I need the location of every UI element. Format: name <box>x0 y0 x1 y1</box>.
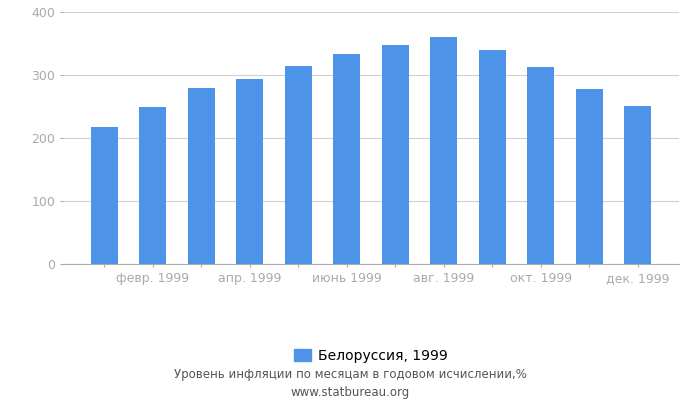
Bar <box>188 88 215 264</box>
Bar <box>237 80 263 264</box>
Bar <box>624 106 651 264</box>
Bar <box>91 127 118 264</box>
Text: www.statbureau.org: www.statbureau.org <box>290 386 410 399</box>
Bar <box>139 106 166 264</box>
Bar <box>479 50 505 264</box>
Legend: Белоруссия, 1999: Белоруссия, 1999 <box>294 349 448 363</box>
Bar <box>382 45 409 264</box>
Bar <box>285 66 312 264</box>
Bar <box>333 54 360 264</box>
Bar <box>576 89 603 264</box>
Text: Уровень инфляции по месяцам в годовом исчислении,%: Уровень инфляции по месяцам в годовом ис… <box>174 368 526 381</box>
Bar <box>430 37 457 264</box>
Bar <box>527 67 554 264</box>
